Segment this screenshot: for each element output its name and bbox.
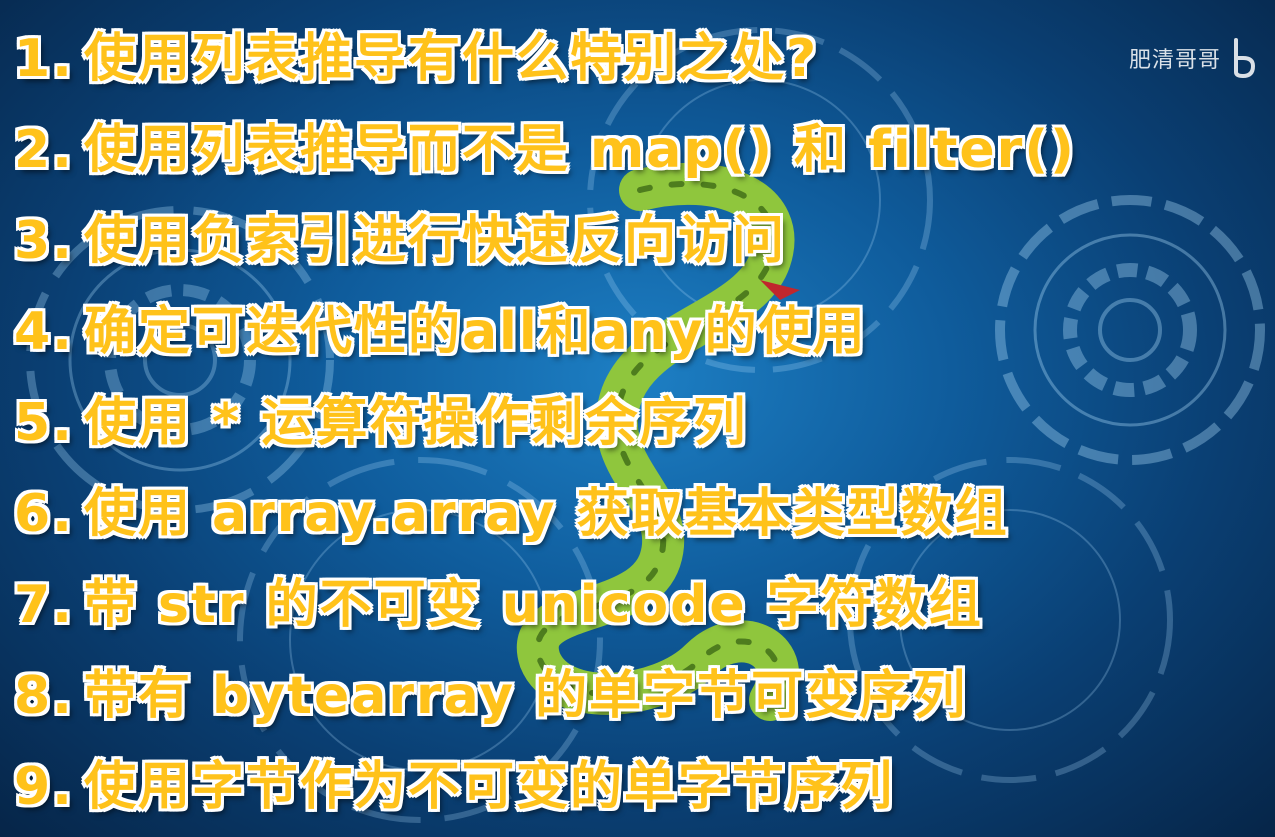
list-item: 1. 使用列表推导有什么特别之处? [14, 14, 1264, 105]
item-number: 9. [14, 757, 74, 817]
item-number: 7. [14, 575, 74, 635]
list-item: 3. 使用负索引进行快速反向访问 [14, 196, 1264, 287]
list-item: 9. 使用字节作为不可变的单字节序列 [14, 742, 1264, 833]
python-snake-icon [516, 162, 800, 721]
item-text: 带有 bytearray 的单字节可变序列 [83, 666, 968, 726]
tech-circle-icon [995, 195, 1265, 465]
item-number: 5. [14, 393, 74, 453]
item-number: 2. [14, 120, 74, 180]
watermark-text: 肥清哥哥 [1128, 48, 1221, 73]
list-item: 7. 带 str 的不可变 unicode 字符数组 [14, 560, 1264, 651]
item-number: 4. [14, 302, 74, 362]
list-item: 5. 使用 * 运算符操作剩余序列 [14, 378, 1264, 469]
item-text: 使用字节作为不可变的单字节序列 [83, 757, 894, 817]
topic-list: 1. 使用列表推导有什么特别之处? 2. 使用列表推导而不是 map() 和 fil… [14, 14, 1264, 833]
item-text: 使用列表推导而不是 map() 和 filter() [83, 120, 1076, 180]
item-number: 8. [14, 666, 74, 726]
watermark: 肥清哥哥 [1129, 38, 1257, 78]
list-item: 4. 确定可迭代性的all和any的使用 [14, 287, 1264, 378]
tech-circle-icon [26, 206, 334, 514]
list-item: 2. 使用列表推导而不是 map() 和 filter() [14, 105, 1264, 196]
item-number: 3. [14, 211, 74, 271]
tech-circle-icon [237, 457, 1173, 823]
list-item: 6. 使用 array.array 获取基本类型数组 [14, 469, 1264, 560]
item-text: 确定可迭代性的all和any的使用 [83, 302, 867, 362]
item-number: 6. [14, 484, 74, 544]
item-text: 使用负索引进行快速反向访问 [83, 211, 786, 271]
item-text: 带 str 的不可变 unicode 字符数组 [83, 575, 983, 635]
bilibili-logo-icon [1234, 38, 1256, 78]
item-number: 1. [14, 29, 74, 89]
item-text: 使用 array.array 获取基本类型数组 [83, 484, 1009, 544]
item-text: 使用列表推导有什么特别之处? [83, 29, 819, 89]
list-item: 8. 带有 bytearray 的单字节可变序列 [14, 651, 1264, 742]
item-text: 使用 * 运算符操作剩余序列 [83, 393, 748, 453]
